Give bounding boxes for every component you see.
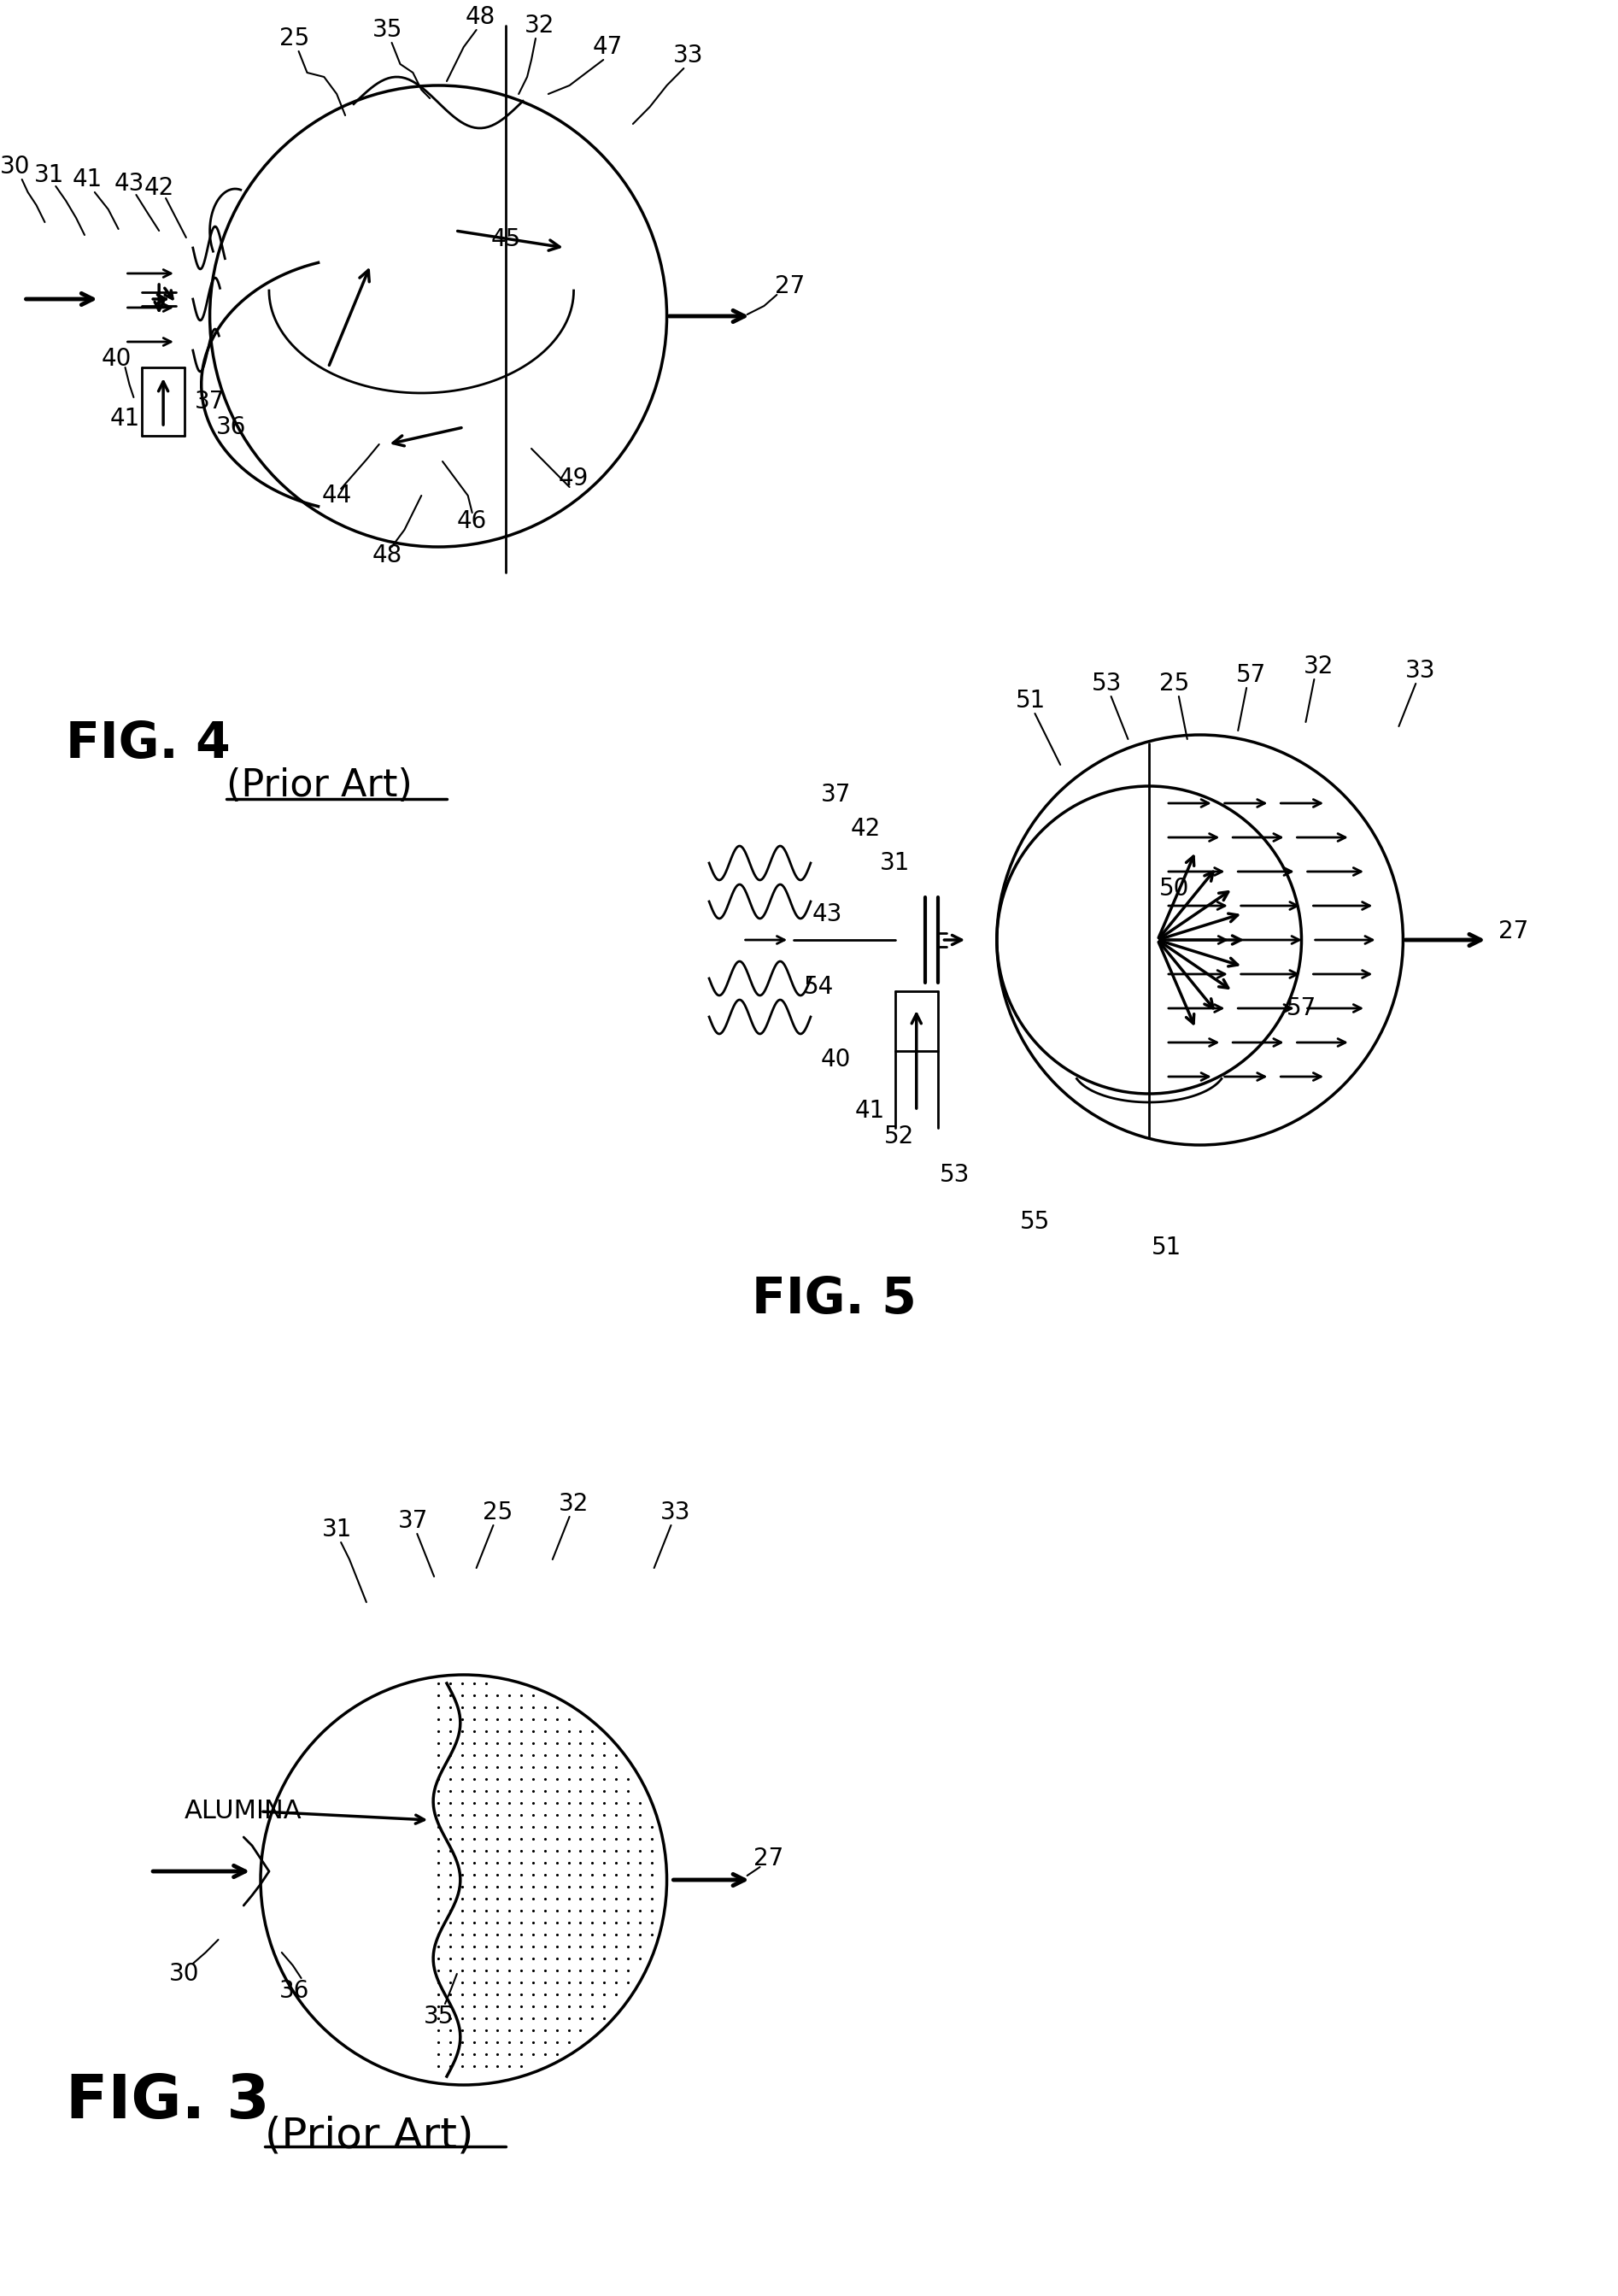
Text: 40: 40 (820, 1047, 851, 1072)
Text: 45: 45 (490, 227, 521, 250)
Text: 25: 25 (280, 28, 309, 51)
Text: 36: 36 (215, 416, 246, 439)
Text: FIG. 5: FIG. 5 (751, 1274, 916, 1322)
Text: 30: 30 (170, 1961, 199, 1986)
Text: 49: 49 (558, 466, 589, 491)
Text: 44: 44 (322, 484, 351, 507)
Text: 31: 31 (322, 1518, 351, 1541)
Text: 41: 41 (110, 406, 141, 432)
Text: 55: 55 (1019, 1210, 1050, 1233)
Text: 51: 51 (1150, 1235, 1181, 1261)
Text: 31: 31 (880, 852, 911, 875)
Text: 46: 46 (458, 510, 487, 533)
Text: 33: 33 (673, 44, 704, 67)
Text: 33: 33 (1404, 659, 1435, 682)
Text: 36: 36 (280, 1979, 309, 2002)
Text: 40: 40 (102, 347, 131, 372)
Text: 33: 33 (660, 1502, 691, 1525)
Text: 42: 42 (851, 817, 880, 840)
Text: FIG. 3: FIG. 3 (66, 2073, 270, 2131)
Text: 37: 37 (398, 1508, 429, 1534)
Text: 37: 37 (820, 783, 851, 806)
Text: 32: 32 (558, 1492, 589, 1515)
Text: 35: 35 (372, 18, 403, 41)
Text: 27: 27 (1498, 918, 1527, 944)
Text: ALUMINA: ALUMINA (184, 1800, 303, 1823)
Text: 30: 30 (0, 154, 31, 179)
Text: 43: 43 (115, 172, 144, 195)
Text: FIG. 4: FIG. 4 (66, 719, 231, 767)
Text: 42: 42 (144, 177, 175, 200)
Text: 52: 52 (885, 1125, 914, 1148)
Text: (Prior Art): (Prior Art) (265, 2115, 474, 2156)
Text: 27: 27 (754, 1846, 783, 1871)
Text: 41: 41 (854, 1100, 885, 1123)
Text: 25: 25 (482, 1502, 513, 1525)
Text: 48: 48 (466, 5, 495, 30)
Text: 31: 31 (34, 163, 65, 188)
Text: 37: 37 (194, 390, 225, 413)
Text: (Prior Art): (Prior Art) (227, 767, 413, 804)
Text: 41: 41 (73, 168, 102, 191)
Text: 57: 57 (1286, 996, 1317, 1019)
Text: 50: 50 (1160, 877, 1189, 900)
Text: 32: 32 (1304, 654, 1333, 677)
Text: 53: 53 (1092, 673, 1121, 696)
Text: 35: 35 (424, 2004, 453, 2030)
Text: 53: 53 (940, 1164, 969, 1187)
Text: 27: 27 (775, 273, 804, 298)
Text: 43: 43 (812, 902, 843, 925)
Text: 25: 25 (1160, 673, 1189, 696)
Text: 48: 48 (372, 544, 403, 567)
Text: 54: 54 (804, 976, 835, 999)
Text: 32: 32 (524, 14, 555, 37)
Text: 51: 51 (1016, 689, 1045, 712)
Text: 47: 47 (592, 34, 623, 60)
Text: 57: 57 (1236, 664, 1265, 687)
